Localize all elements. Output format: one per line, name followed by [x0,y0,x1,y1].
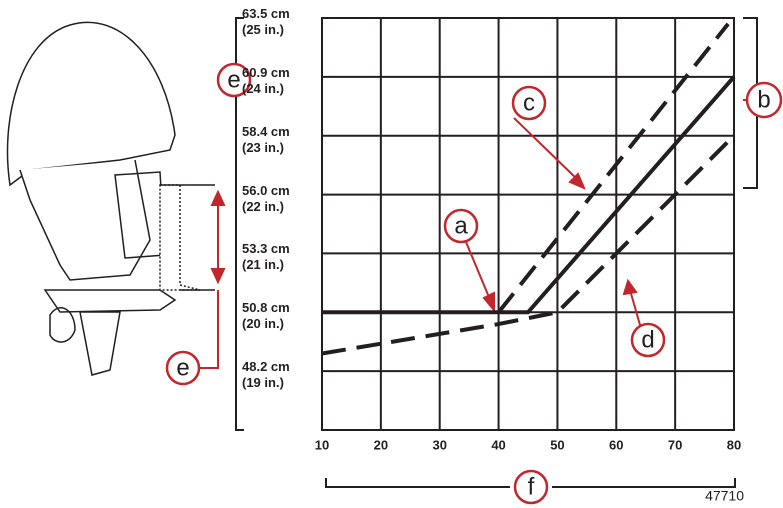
line-series [321,134,736,356]
y-tick-label: 58.4 cm (23 in.) [242,123,290,155]
callout-label: b [757,86,770,113]
x-tick-label: 60 [609,437,623,452]
x-tick-label: 20 [374,437,388,452]
x-tick-label: 30 [432,437,446,452]
callout-label: c [523,89,535,116]
y-tick-label: 48.2 cm (19 in.) [242,359,290,391]
y-tick-label: 50.8 cm (20 in.) [242,300,290,332]
dimension-arrow [196,189,226,369]
y-tick-label: 56.0 cm (22 in.) [242,182,290,214]
x-tick-label: 10 [315,437,329,452]
line-series [322,75,736,315]
callout-circles [165,62,783,505]
y-tick-label: 63.5 cm (25 in.) [242,6,290,37]
x-tick-label: 70 [668,437,682,452]
x-tick-label: 40 [491,437,505,452]
grid [321,17,735,431]
x-tick-label: 50 [550,437,564,452]
x-tick-label: 80 [727,437,741,452]
callout-arrows [226,79,757,326]
figure-number: 47710 [705,488,744,504]
y-tick-label: 60.9 cm (24 in.) [242,64,290,96]
line-series [497,22,730,314]
callout-label: d [641,326,654,353]
callout-label: e [176,354,189,381]
callout-label: a [454,212,468,239]
y-tick-label: 53.3 cm (21 in.) [242,241,290,273]
callout-label: f [528,473,535,500]
callout-label: e [227,66,240,93]
plot-frame [321,17,735,431]
engine-drawing [6,21,215,376]
